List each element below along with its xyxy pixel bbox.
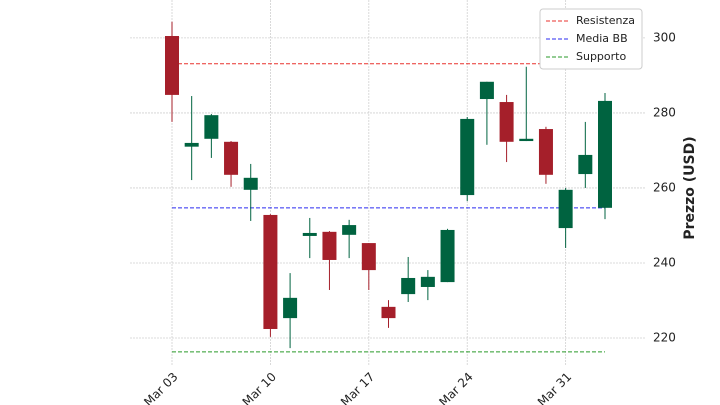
candle-body <box>302 232 317 236</box>
y-axis-label: Prezzo (USD) <box>682 136 698 239</box>
candle-body <box>460 118 475 196</box>
candle-body <box>165 36 179 95</box>
x-tick-label: Mar 03 <box>141 370 180 405</box>
x-tick-label: Mar 31 <box>535 370 574 405</box>
candle-body <box>381 306 396 319</box>
candle-body <box>204 115 219 139</box>
legend-label: Resistenza <box>576 14 635 27</box>
candle-body <box>342 225 357 235</box>
candle-body <box>519 138 534 142</box>
legend-box <box>539 8 643 70</box>
candle-body <box>184 142 199 147</box>
candle-body <box>578 154 593 175</box>
candle-body <box>479 81 494 100</box>
candle-body <box>401 277 416 295</box>
x-tick-label: Mar 24 <box>436 370 475 405</box>
candle-body <box>224 141 239 175</box>
x-tick-label: Mar 10 <box>240 370 279 405</box>
candle-body <box>263 214 278 329</box>
legend: Resistenza Media BB Supporto <box>539 8 643 70</box>
candle-body <box>558 189 573 229</box>
y-tick-label: 260 <box>653 180 676 194</box>
candle-body <box>440 229 455 283</box>
y-tick-label: 240 <box>653 255 676 269</box>
y-tick-label: 220 <box>653 330 676 344</box>
candle-body <box>361 243 376 271</box>
candle-body <box>538 129 553 175</box>
x-tick-label: Mar 17 <box>338 370 377 405</box>
candle-body <box>598 100 612 208</box>
y-tick-label: 280 <box>653 105 676 119</box>
candle-body <box>420 276 435 287</box>
legend-label: Media BB <box>576 32 628 45</box>
y-tick-label: 300 <box>653 30 676 44</box>
candle-body <box>283 297 298 319</box>
candle-body <box>322 231 337 260</box>
candle-body <box>499 102 514 142</box>
legend-label: Supporto <box>576 50 626 63</box>
candle-body <box>243 177 258 190</box>
